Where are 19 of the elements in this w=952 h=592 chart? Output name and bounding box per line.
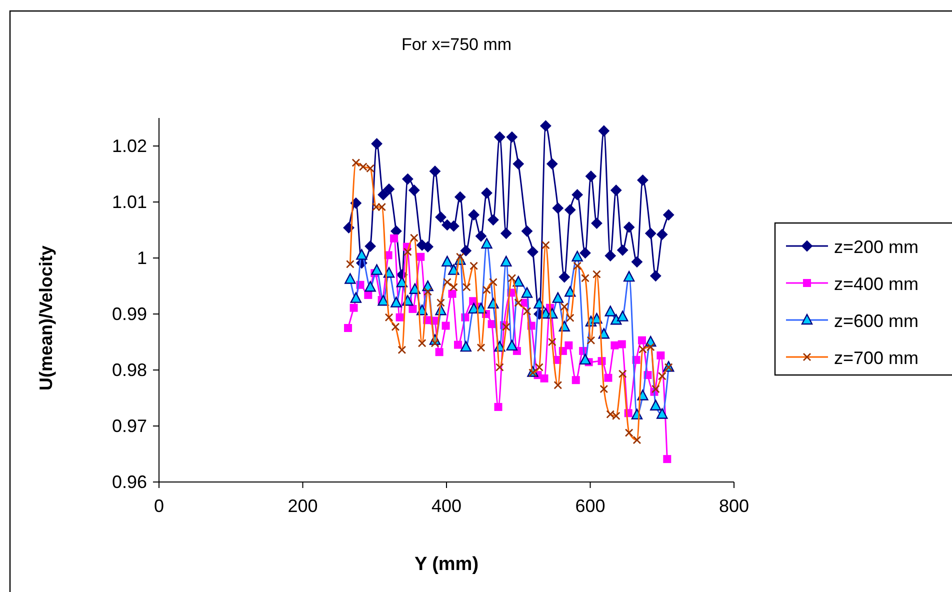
x-tick-label: 600 [575,496,606,516]
y-tick-label: 1.01 [112,192,147,212]
x-tick-label: 200 [288,496,318,516]
x-tick-label: 800 [718,496,750,516]
x-axis-title: Y (mm) [414,554,479,575]
chart-title: For x=750 mm [401,35,512,54]
y-tick-label: 0.98 [112,360,147,380]
y-axis-title: U(mean)/Velocity [36,245,56,391]
y-tick-label: 1.02 [112,136,147,156]
legend-label: z=600 mm [834,311,919,331]
legend-label: z=700 mm [834,348,919,368]
y-tick-label: 0.97 [112,416,147,436]
x-tick-label: 400 [431,496,462,516]
y-tick-label: 0.96 [112,472,147,492]
y-tick-label: 0.99 [112,304,147,324]
x-tick-label: 0 [154,496,164,516]
legend-label: z=400 mm [834,274,919,294]
legend-label: z=200 mm [834,237,919,257]
y-tick-label: 1 [136,248,147,268]
